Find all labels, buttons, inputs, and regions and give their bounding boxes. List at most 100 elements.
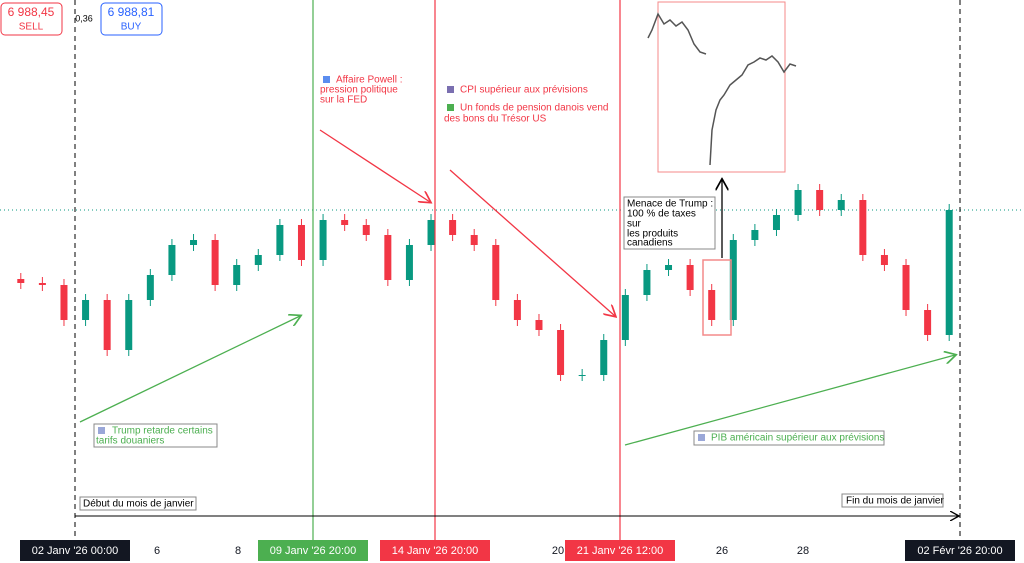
candle-body <box>902 265 910 310</box>
note-box <box>623 196 716 250</box>
x-tick-label: 28 <box>797 545 809 557</box>
x-tick-label: 26 <box>716 545 728 557</box>
candle-body <box>276 225 284 255</box>
candle-body <box>816 190 824 210</box>
note-box <box>841 493 944 508</box>
candle-body <box>686 265 694 290</box>
candle-body <box>600 340 608 375</box>
candle-body <box>449 220 457 235</box>
arrow <box>79 316 300 423</box>
sell-button[interactable] <box>0 2 63 36</box>
annotation: 100 % de taxes <box>627 209 696 220</box>
candle-body <box>146 275 154 300</box>
annotation: les produits <box>627 229 678 240</box>
sell-label: SELL <box>19 22 44 33</box>
x-tick-label: 8 <box>235 545 241 557</box>
candle-body <box>729 240 737 320</box>
inset-line <box>709 55 797 166</box>
annotation: sur <box>627 219 642 230</box>
annotation: Trump retarde certains <box>112 426 213 437</box>
x-label-box <box>905 540 1015 561</box>
candle-body <box>341 220 349 225</box>
candle-body <box>190 240 198 245</box>
annotation: sur la FED <box>320 95 367 106</box>
candle-body <box>362 225 370 235</box>
icon <box>698 434 705 441</box>
x-label-box <box>380 540 490 561</box>
candle-body <box>643 270 651 295</box>
candle-body <box>772 215 780 230</box>
candle-body <box>168 245 176 275</box>
candle-body <box>859 200 867 255</box>
note-box <box>93 423 218 448</box>
candle-body <box>513 300 521 320</box>
x-label-box <box>565 540 675 561</box>
candle-body <box>578 375 586 376</box>
spread: 0,36 <box>75 13 93 23</box>
arrow <box>624 355 955 446</box>
annotation: CPI supérieur aux prévisions <box>460 85 588 96</box>
sell-price: 6 988,45 <box>8 5 55 19</box>
note-box <box>79 496 197 511</box>
candles <box>0 184 1024 381</box>
candle-body <box>751 230 759 240</box>
annotation: Affaire Powell : <box>336 75 403 86</box>
candle-body <box>38 283 46 285</box>
candle-body <box>665 265 673 270</box>
candle-body <box>405 245 413 280</box>
x-label-box <box>258 540 368 561</box>
buy-label: BUY <box>121 22 142 33</box>
candle-body <box>621 295 629 340</box>
buy-button[interactable] <box>100 2 163 36</box>
candle-body <box>492 245 500 300</box>
annotation: pression politique <box>320 85 398 96</box>
candle-body <box>125 300 133 350</box>
buy-price: 6 988,81 <box>108 5 155 19</box>
annotation: des bons du Trésor US <box>444 114 547 125</box>
x-tick-label: 21 Janv '26 12:00 <box>577 545 664 557</box>
x-tick-label: 02 Janv '26 00:00 <box>32 545 119 557</box>
candle-body <box>924 310 932 335</box>
candle-body <box>211 240 219 285</box>
candle-body <box>535 320 543 330</box>
annotation: Menace de Trump : <box>627 199 713 210</box>
note-box <box>693 430 885 446</box>
icon <box>98 427 105 434</box>
candle-body <box>319 220 327 260</box>
candle-body <box>794 190 802 215</box>
candle-body <box>254 255 262 265</box>
x-tick-label: 6 <box>154 545 160 557</box>
candle-body <box>708 290 716 320</box>
candle-body <box>427 220 435 245</box>
icon <box>447 86 454 93</box>
annotation: Fin du mois de janvier <box>846 496 944 507</box>
icon <box>323 76 330 83</box>
candle-body <box>470 235 478 245</box>
icon <box>447 104 454 111</box>
annotation: Un fonds de pension danois vend <box>460 103 608 114</box>
candle-body <box>233 265 241 285</box>
candle-body <box>82 300 90 320</box>
arrow <box>449 169 615 316</box>
arrow <box>319 129 430 202</box>
candle-body <box>880 255 888 265</box>
candle-body <box>557 330 565 375</box>
annotation: canadiens <box>627 238 673 249</box>
inset-line <box>647 12 707 55</box>
candle-body <box>384 235 392 280</box>
candle-body <box>297 225 305 260</box>
annotation: tarifs douaniers <box>96 436 164 447</box>
candle-body <box>17 279 25 283</box>
candle-body <box>60 285 68 320</box>
annotation: PIB américain supérieur aux prévisions <box>711 433 884 444</box>
annotation: Début du mois de janvier <box>83 499 194 510</box>
candle-body <box>945 210 953 335</box>
candle-body <box>837 200 845 210</box>
highlight-box <box>702 259 732 336</box>
x-tick-label: 02 Févr '26 20:00 <box>917 545 1002 557</box>
x-tick-label: 14 Janv '26 20:00 <box>392 545 479 557</box>
inset-box <box>657 1 786 173</box>
candle-body <box>103 300 111 350</box>
x-tick-label: 09 Janv '26 20:00 <box>270 545 357 557</box>
